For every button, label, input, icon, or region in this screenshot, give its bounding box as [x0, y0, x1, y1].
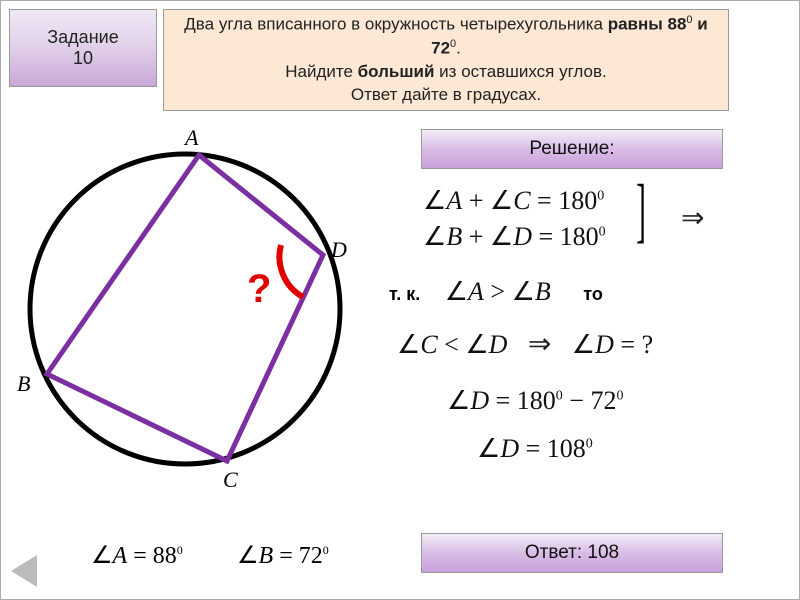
vertex-d: D	[331, 237, 347, 263]
answer-text: Ответ: 108	[525, 542, 619, 564]
task-badge: Задание 10	[9, 9, 157, 87]
given-angle-b: ∠B = 720	[237, 541, 329, 570]
eq-d-result: ∠D = 1080	[477, 434, 593, 464]
solution-badge: Решение:	[421, 129, 723, 169]
problem-bold1: равны 88	[608, 15, 687, 34]
vertex-a: A	[185, 125, 198, 151]
eq-ac: ∠A + ∠C = 1800	[423, 186, 604, 216]
question-mark: ?	[247, 267, 271, 312]
vertex-c: C	[223, 467, 238, 493]
bracket-icon: ]	[636, 169, 646, 252]
eq-d-calc: ∠D = 1800 − 720	[447, 386, 623, 416]
diagram-svg	[9, 119, 361, 519]
arrow-icon: ⇒	[528, 328, 551, 359]
compare-row: ∠C < ∠D ⇒ ∠D = ?	[397, 327, 653, 360]
arrow-icon: ⇒	[681, 201, 704, 234]
problem-text: Два угла вписанного в окружность четырех…	[163, 9, 729, 111]
answer-badge: Ответ: 108	[421, 533, 723, 573]
geometry-diagram: A B C D ?	[9, 119, 361, 519]
prev-slide-button[interactable]	[11, 555, 37, 587]
problem-prefix: Два угла вписанного в окружность четырех…	[184, 15, 607, 34]
solution-label: Решение:	[529, 138, 614, 160]
given-angle-a: ∠A = 880	[91, 541, 183, 570]
vertex-b: B	[17, 371, 30, 397]
eq-bd: ∠B + ∠D = 1800	[423, 222, 606, 252]
task-label: Задание 10	[47, 27, 118, 69]
since-row: т. к. ∠A > ∠B то	[389, 277, 603, 307]
